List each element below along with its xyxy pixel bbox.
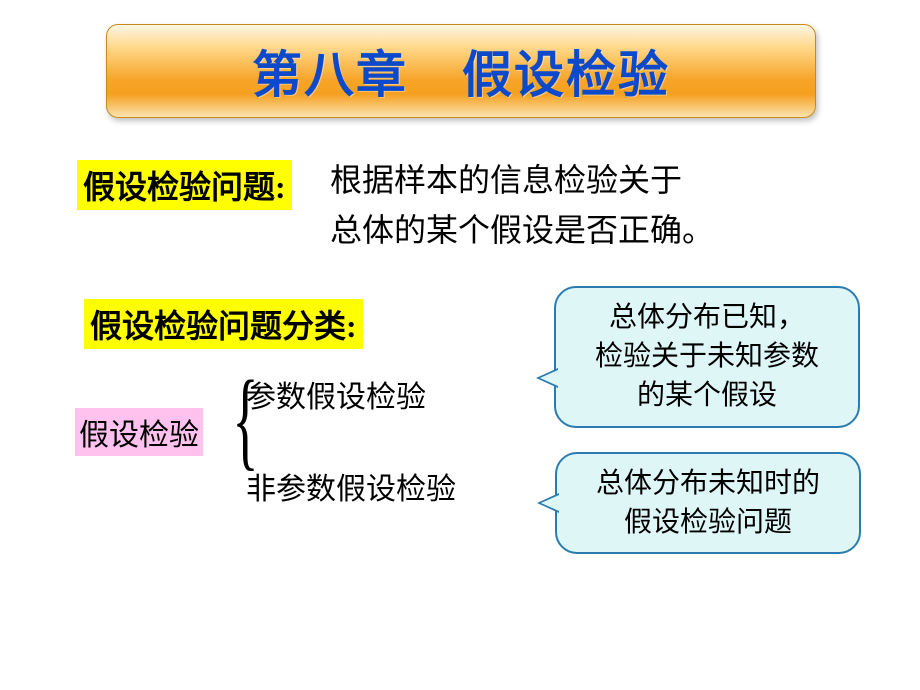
section2-label-wrap: 假设检验问题分类:: [84, 299, 363, 349]
section1-label-wrap: 假设检验问题:: [77, 160, 292, 210]
bubble1-line1: 总体分布已知，: [574, 298, 840, 337]
bubble1: 总体分布已知， 检验关于未知参数 的某个假设: [554, 286, 860, 428]
section1-body: 根据样本的信息检验关于 总体的某个假设是否正确。: [330, 156, 714, 255]
title-part1: 第八章: [252, 47, 408, 103]
section2-label: 假设检验问题分类:: [84, 299, 363, 349]
chapter-title-banner: 第八章假设检验: [106, 24, 816, 118]
bubble2-line1: 总体分布未知时的: [575, 464, 841, 503]
root-wrap: 假设检验: [75, 408, 203, 456]
chapter-title: 第八章假设检验: [252, 35, 670, 107]
branch2: 非参数假设检验: [246, 464, 456, 508]
root-label: 假设检验: [75, 408, 203, 456]
branch1: 参数假设检验: [246, 372, 426, 416]
bubble2: 总体分布未知时的 假设检验问题: [555, 452, 861, 554]
bubble1-line2: 检验关于未知参数: [574, 337, 840, 376]
section1-line1: 根据样本的信息检验关于: [330, 156, 714, 206]
bubble2-line2: 假设检验问题: [575, 503, 841, 542]
bubble1-line3: 的某个假设: [574, 376, 840, 415]
section1-line2: 总体的某个假设是否正确。: [330, 206, 714, 256]
section1-label: 假设检验问题:: [77, 160, 292, 210]
title-part2: 假设检验: [462, 47, 670, 103]
